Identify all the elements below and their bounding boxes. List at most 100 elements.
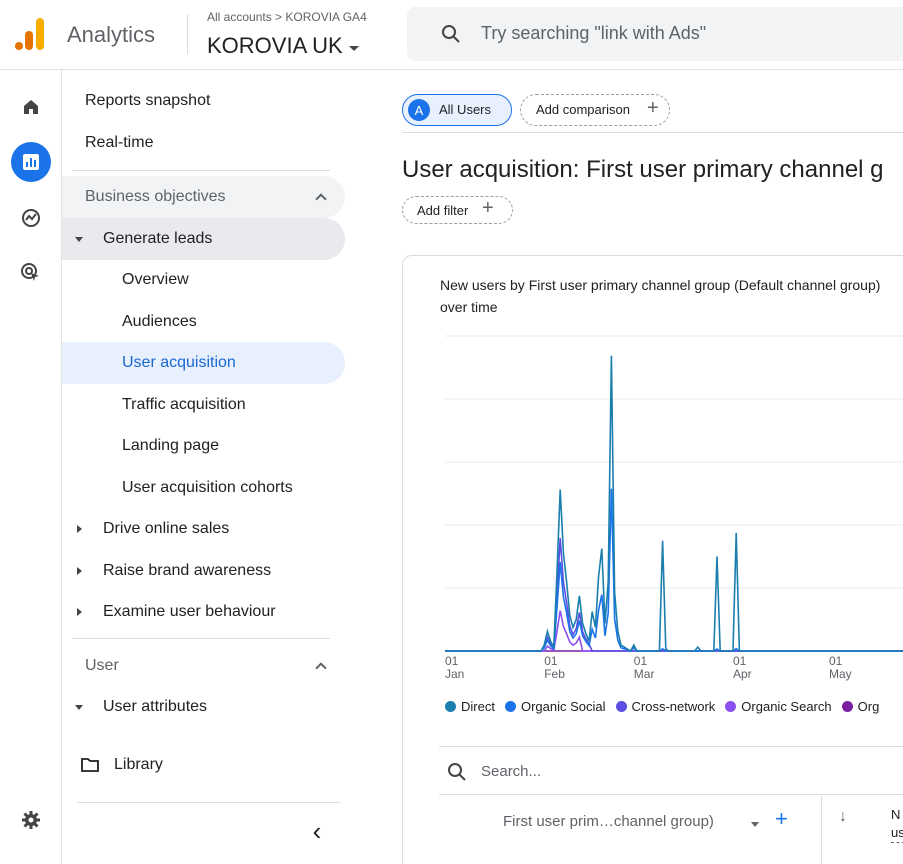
svg-text:01: 01 <box>733 654 747 668</box>
account-name: KOROVIA UK <box>207 33 343 58</box>
advertising-icon[interactable] <box>11 253 51 293</box>
series-line-organic-search <box>445 610 903 652</box>
caret-down-icon <box>75 705 83 710</box>
series-line-cross-network <box>445 537 903 652</box>
nav-landing-page[interactable]: Landing page <box>62 425 345 467</box>
nav-label: Landing page <box>122 437 219 454</box>
header-divider <box>187 14 188 54</box>
chart-legend: Direct Organic Social Cross-network Organic… <box>445 699 879 714</box>
legend-label: Organic Social <box>520 699 606 714</box>
dimension-column-header[interactable]: First user prim…channel group) <box>503 813 714 830</box>
legend-label: Direct <box>461 699 495 714</box>
legend-item[interactable]: Organic Search <box>725 699 832 714</box>
metric-column-header[interactable]: N us <box>891 806 903 843</box>
nav-label: User attributes <box>103 698 208 715</box>
chevron-down-icon[interactable] <box>751 822 759 827</box>
top-bar: Analytics All accounts > KOROVIA GA4 KOR… <box>0 0 903 70</box>
search-icon <box>448 763 466 781</box>
nav-label: Overview <box>122 271 189 288</box>
nav-label: Raise brand awareness <box>103 562 272 579</box>
sort-arrow-icon[interactable]: ↓ <box>839 808 847 825</box>
nav-rail <box>0 70 62 864</box>
nav-divider <box>72 170 330 171</box>
caret-right-icon <box>77 525 82 533</box>
nav-user-acquisition[interactable]: User acquisition <box>62 342 345 384</box>
nav-label: Traffic acquisition <box>122 396 246 413</box>
nav-business-objectives[interactable]: Business objectives <box>62 176 345 218</box>
nav-divider <box>77 802 340 803</box>
chevron-down-icon <box>348 45 359 51</box>
nav-generate-leads[interactable]: Generate leads <box>62 218 345 260</box>
search-bar[interactable]: Try searching "link with Ads" <box>407 7 903 61</box>
divider <box>439 794 903 795</box>
breadcrumb[interactable]: All accounts > KOROVIA GA4 <box>207 10 367 24</box>
nav-drive-online-sales[interactable]: Drive online sales <box>62 508 345 550</box>
nav-label: User acquisition <box>122 354 236 371</box>
collapse-nav-button[interactable]: ‹ <box>312 816 322 846</box>
svg-text:01: 01 <box>544 654 558 668</box>
legend-dot <box>725 701 737 712</box>
chevron-up-icon <box>315 662 327 674</box>
nav-label: Real-time <box>85 134 154 151</box>
plus-icon: + <box>647 97 659 119</box>
app-name: Analytics <box>67 22 156 47</box>
metric-header-line2: us <box>891 824 903 843</box>
segment-chip-all-users[interactable]: A All Users <box>402 94 512 126</box>
nav-library[interactable]: Library <box>62 744 345 786</box>
nav-user-acquisition-cohorts[interactable]: User acquisition cohorts <box>62 467 345 509</box>
reports-icon[interactable] <box>11 142 51 182</box>
segment-badge: A <box>408 99 430 121</box>
legend-item[interactable]: Cross-network <box>615 699 716 714</box>
series-line-organic-social <box>445 488 903 652</box>
add-comparison-button[interactable]: Add comparison + <box>520 94 670 126</box>
legend-label: Organic Search <box>741 699 832 714</box>
explore-icon[interactable] <box>11 198 51 238</box>
divider <box>402 132 903 133</box>
nav-label: Drive online sales <box>103 520 230 537</box>
report-content: A All Users Add comparison + User acquis… <box>362 70 903 864</box>
legend-item[interactable]: Org <box>841 699 879 714</box>
account-selector[interactable]: KOROVIA UK <box>207 33 359 59</box>
nav-user-section[interactable]: User <box>62 645 345 687</box>
nav-realtime[interactable]: Real-time <box>62 122 362 164</box>
chevron-up-icon <box>315 193 327 205</box>
gear-icon[interactable] <box>11 800 51 840</box>
svg-text:Apr: Apr <box>733 667 752 681</box>
column-divider <box>821 796 822 864</box>
nav-user-attributes[interactable]: User attributes <box>62 686 345 728</box>
metric-header-line1: N <box>891 807 901 822</box>
nav-label: Examine user behaviour <box>103 603 276 620</box>
add-dimension-button[interactable]: + <box>775 806 788 831</box>
svg-text:01: 01 <box>445 654 459 668</box>
nav-divider <box>72 638 330 639</box>
segment-label: All Users <box>439 102 492 117</box>
nav-reports-snapshot[interactable]: Reports snapshot <box>62 80 362 122</box>
legend-label: Cross-network <box>631 699 716 714</box>
svg-text:01: 01 <box>634 654 648 668</box>
folder-icon <box>81 758 99 772</box>
nav-raise-brand-awareness[interactable]: Raise brand awareness <box>62 550 345 592</box>
nav-examine-user-behaviour[interactable]: Examine user behaviour <box>62 591 345 633</box>
nav-overview[interactable]: Overview <box>62 259 345 301</box>
caret-right-icon <box>77 567 82 575</box>
nav-label: User acquisition cohorts <box>122 479 293 496</box>
analytics-logo[interactable] <box>14 17 46 51</box>
home-icon[interactable] <box>11 87 51 127</box>
legend-item[interactable]: Organic Social <box>504 699 606 714</box>
nav-audiences[interactable]: Audiences <box>62 301 345 343</box>
nav-label: Business objectives <box>85 188 226 205</box>
legend-item[interactable]: Direct <box>445 699 495 714</box>
legend-dot <box>504 701 516 712</box>
table-search-input[interactable]: Search... <box>481 763 542 780</box>
add-filter-button[interactable]: Add filter + <box>402 196 513 224</box>
add-comparison-label: Add comparison <box>536 102 630 117</box>
svg-text:May: May <box>829 667 852 681</box>
svg-text:Jan: Jan <box>445 667 464 681</box>
caret-down-icon <box>75 237 83 242</box>
nav-traffic-acquisition[interactable]: Traffic acquisition <box>62 384 345 426</box>
nav-label: Audiences <box>122 313 197 330</box>
